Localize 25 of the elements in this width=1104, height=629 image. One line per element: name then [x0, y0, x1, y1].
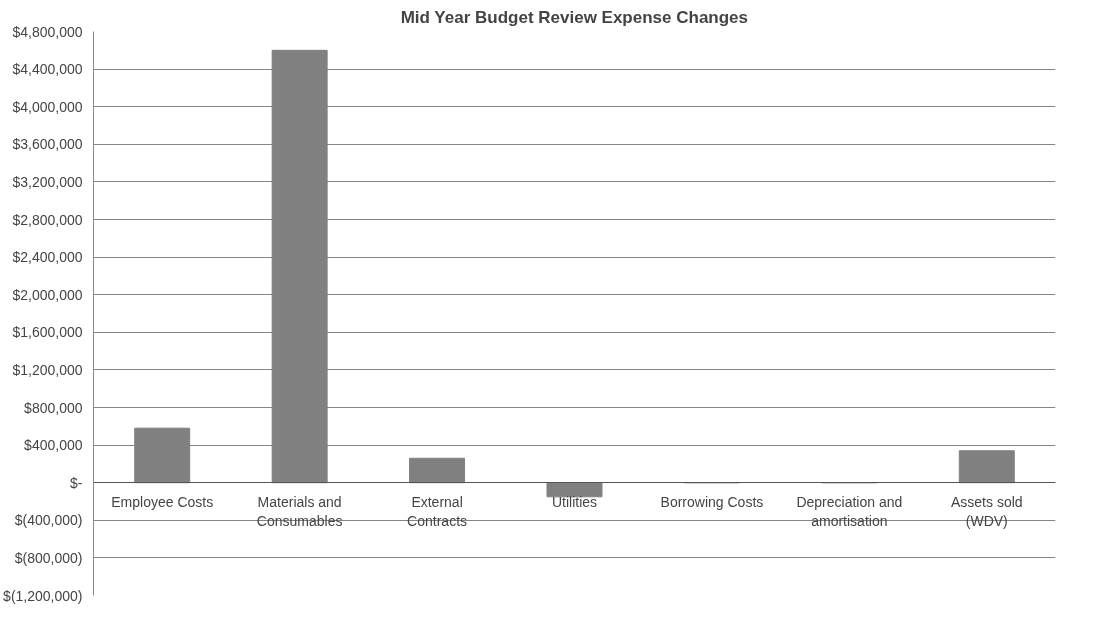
y-tick-label: $4,800,000 [12, 23, 83, 40]
y-tick-label: $(800,000) [14, 549, 83, 566]
y-tick-label: $(1,200,000) [3, 587, 83, 604]
bar [958, 450, 1015, 484]
y-tick-label: $2,800,000 [12, 211, 83, 228]
y-tick-label: $2,400,000 [12, 249, 83, 266]
bar [546, 482, 603, 498]
y-tick-label: $4,400,000 [12, 61, 83, 78]
x-tick-label: Borrowing Costs [660, 493, 764, 510]
bar [409, 457, 466, 484]
x-tick-label: Utilities [551, 493, 598, 510]
y-tick-label: $1,600,000 [12, 324, 83, 341]
y-tick-label: $3,200,000 [12, 173, 83, 190]
y-tick-label: $4,000,000 [12, 98, 83, 115]
chart-title: Mid Year Budget Review Expense Changes [400, 7, 749, 27]
x-tick-label: Employee Costs [111, 493, 214, 510]
y-tick-label: $2,000,000 [12, 286, 83, 303]
bar [134, 427, 191, 484]
y-tick-label: $1,200,000 [12, 361, 83, 378]
y-tick-label: $800,000 [24, 399, 83, 416]
bar [271, 49, 328, 484]
y-tick-label: $400,000 [24, 437, 83, 454]
y-tick-label: $- [70, 474, 83, 491]
y-tick-label: $(400,000) [14, 512, 83, 529]
y-tick-label: $3,600,000 [12, 136, 83, 153]
